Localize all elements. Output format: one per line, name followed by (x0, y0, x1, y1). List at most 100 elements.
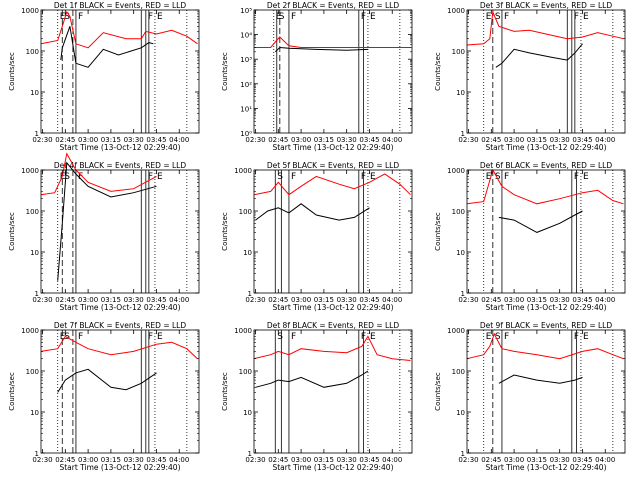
x-tick-label: 02:45 (481, 136, 501, 144)
marker-label: S (495, 332, 501, 342)
y-axis-label: Counts/sec (8, 212, 16, 251)
x-tick-label: 02:30 (245, 136, 265, 144)
plot-frame (466, 329, 626, 454)
x-tick-label: 03:45 (572, 456, 592, 464)
events-series-line (498, 210, 583, 233)
chart-panel-8: Det 8f BLACK = Events, RED = LLDSFFE1101… (221, 321, 413, 472)
x-tick-label: 03:00 (78, 296, 98, 304)
x-tick-label: 03:00 (504, 456, 524, 464)
lld-series-line (254, 36, 411, 48)
y-tick-label: 100 (452, 48, 465, 56)
panel-title: Det 2f BLACK = Events, RED = LLD (267, 1, 400, 10)
chart-panel-5: Det 5f BLACK = Events, RED = LLDSFFE1101… (221, 161, 413, 312)
panel-title: Det 4f BLACK = Events, RED = LLD (54, 161, 187, 170)
x-axis-label: Start Time (13-Oct-12 02:29:40) (59, 463, 180, 472)
events-series-line (57, 368, 157, 393)
panel-title: Det 1f BLACK = Events, RED = LLD (54, 1, 187, 10)
x-tick-label: 02:30 (245, 456, 265, 464)
marker-label: E (60, 12, 66, 22)
x-axis-label: Start Time (13-Oct-12 02:29:40) (272, 463, 393, 472)
marker-label: E (157, 332, 163, 342)
x-tick-label: 02:45 (268, 136, 288, 144)
plot-frame (253, 9, 413, 134)
y-tick-label: 100 (452, 368, 465, 376)
plot-frame (253, 169, 413, 294)
events-series-line (60, 26, 154, 68)
x-tick-label: 03:30 (550, 296, 570, 304)
marker-label: F (504, 332, 509, 342)
y-tick-label: 10 (456, 249, 465, 257)
x-tick-label: 04:00 (382, 136, 402, 144)
x-tick-label: 03:00 (291, 456, 311, 464)
x-axis-label: Start Time (13-Oct-12 02:29:40) (485, 143, 606, 152)
marker-label: S (279, 12, 285, 22)
marker-label: F (504, 12, 509, 22)
marker-label: F (291, 172, 296, 182)
marker-label: F (291, 12, 296, 22)
marker-label: E (60, 332, 66, 342)
events-series-line (498, 374, 583, 384)
y-tick-label: 1 (35, 450, 39, 458)
x-tick-label: 02:45 (55, 136, 75, 144)
marker-label: F (78, 172, 83, 182)
chart-panel-2: Det 2f BLACK = Events, RED = LLDESFFE10⁰… (221, 1, 413, 152)
x-tick-label: 04:00 (595, 136, 615, 144)
x-tick-label: 04:00 (595, 456, 615, 464)
plot-frame (40, 9, 200, 134)
y-tick-label: 10 (456, 89, 465, 97)
x-axis-label: Start Time (13-Oct-12 02:29:40) (485, 303, 606, 312)
x-tick-label: 03:15 (314, 136, 334, 144)
x-tick-label: 03:45 (572, 296, 592, 304)
x-tick-label: 03:15 (314, 456, 334, 464)
x-tick-label: 03:15 (101, 136, 121, 144)
x-tick-label: 04:00 (169, 136, 189, 144)
y-tick-label: 100 (239, 208, 252, 216)
y-tick-label: 10 (456, 409, 465, 417)
plot-frame (466, 169, 626, 294)
x-tick-label: 03:45 (146, 456, 166, 464)
y-tick-label: 10¹ (240, 105, 252, 113)
marker-label: E (583, 172, 589, 182)
x-tick-label: 04:00 (382, 296, 402, 304)
x-tick-label: 03:15 (101, 296, 121, 304)
y-axis-label: Counts/sec (434, 212, 442, 251)
x-tick-label: 03:15 (527, 136, 547, 144)
y-tick-label: 1000 (234, 167, 252, 175)
y-tick-label: 10 (243, 409, 252, 417)
events-series-line (255, 370, 369, 388)
x-tick-label: 02:30 (32, 136, 52, 144)
lld-series-line (253, 335, 411, 361)
marker-label: S (495, 12, 501, 22)
x-tick-label: 03:45 (359, 296, 379, 304)
panel-title: Det 8f BLACK = Events, RED = LLD (267, 321, 400, 330)
x-tick-label: 02:30 (458, 136, 478, 144)
x-axis-label: Start Time (13-Oct-12 02:29:40) (59, 303, 180, 312)
marker-label: E (60, 172, 66, 182)
x-tick-label: 02:30 (245, 296, 265, 304)
x-tick-label: 03:15 (101, 456, 121, 464)
marker-label: E (486, 172, 492, 182)
marker-label: S (495, 172, 501, 182)
marker-label: F (148, 172, 153, 182)
y-tick-label: 1 (461, 450, 465, 458)
y-tick-label: 10 (30, 409, 39, 417)
y-tick-label: 10⁰ (240, 130, 252, 138)
x-tick-label: 03:30 (124, 296, 144, 304)
x-tick-label: 03:30 (337, 456, 357, 464)
marker-label: F (148, 332, 153, 342)
marker-label: E (370, 332, 376, 342)
marker-label: F (78, 12, 83, 22)
x-tick-label: 02:45 (481, 296, 501, 304)
marker-label: F (574, 12, 579, 22)
marker-label: E (157, 12, 163, 22)
x-tick-label: 03:45 (572, 136, 592, 144)
marker-label: S (64, 172, 70, 182)
x-tick-label: 03:15 (527, 296, 547, 304)
events-series-line (255, 203, 370, 221)
x-tick-label: 02:45 (268, 296, 288, 304)
marker-label: S (64, 12, 70, 22)
panel-title: Det 5f BLACK = Events, RED = LLD (267, 161, 400, 170)
